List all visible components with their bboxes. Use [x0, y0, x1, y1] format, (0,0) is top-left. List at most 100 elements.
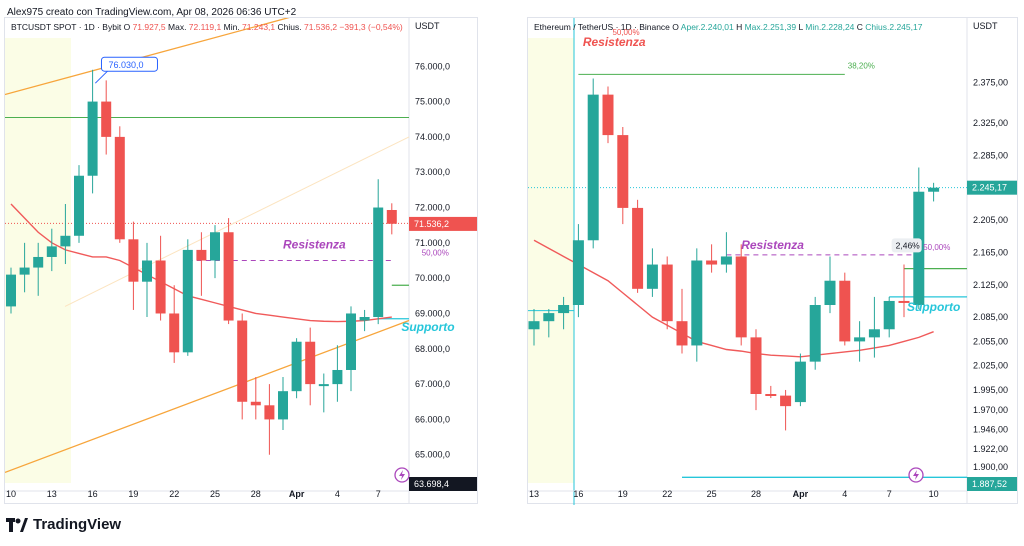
x-tick-label: 13	[529, 489, 539, 499]
candle-body	[632, 207, 644, 289]
x-tick-label: 22	[662, 489, 672, 499]
eth-chart-svg[interactable]: 1.900,00 1.922,00 1.946,00 1.970,00 1.995,00…	[528, 18, 1019, 505]
currency-label: USDT	[973, 21, 998, 31]
candle-body	[182, 249, 193, 353]
candle-body	[87, 101, 98, 176]
candle-body	[359, 317, 370, 321]
header-part: Min.2.228,24	[805, 22, 857, 32]
x-tick-label: 28	[751, 489, 761, 499]
candle-body	[223, 232, 234, 321]
last-price-box	[967, 180, 1017, 195]
header-part: Max.	[168, 22, 189, 32]
tradingview-logo[interactable]: TradingView	[6, 516, 121, 533]
candle-body	[291, 341, 302, 392]
candle-body	[250, 401, 261, 406]
candle-body	[543, 313, 555, 322]
candle-body	[169, 313, 180, 353]
y-tick-label: 2.085,00	[973, 312, 1008, 322]
chart-header: BTCUSDT SPOT · 1D · Bybit O 71.927,5 Max…	[11, 22, 403, 32]
y-tick-label: 68.000,0	[415, 344, 450, 354]
resistance-label: Resistenza	[283, 238, 346, 252]
candle-body	[854, 337, 866, 342]
candle-body	[114, 136, 125, 240]
candle-body	[386, 209, 397, 224]
bottom-price-label: 1.887,52	[972, 479, 1007, 489]
header-part: 72.119,1	[189, 22, 224, 32]
last-price-label: 2.245,17	[972, 183, 1007, 193]
candle-body	[898, 300, 910, 303]
candle-body	[19, 267, 30, 275]
candle-body	[572, 240, 584, 305]
candle-body	[824, 280, 836, 305]
candle-body	[155, 260, 166, 314]
candle-body	[780, 395, 792, 407]
header-part: O	[672, 22, 681, 32]
x-tick-label: 10	[929, 489, 939, 499]
x-tick-label: 4	[842, 489, 847, 499]
chart-credit: Alex975 creato con TradingView.com, Apr …	[7, 7, 297, 18]
fib-38-label: 38,20%	[848, 61, 875, 70]
y-tick-label: 2.205,00	[973, 215, 1008, 225]
candle-body	[278, 391, 288, 420]
btc-chart-panel[interactable]: 65.000,0 66.000,0 67.000,0 68.000,0 69.000,0…	[4, 17, 478, 504]
candle-body	[587, 94, 599, 241]
y-tick-label: 72.000,0	[415, 203, 450, 213]
candle-body	[305, 341, 316, 385]
fib-top-left-label: 50,00%	[612, 28, 639, 37]
last-price-box	[409, 216, 477, 231]
candle-body	[196, 249, 207, 261]
y-tick-label: 71.000,0	[415, 238, 450, 248]
chart-header: Ethereum / TetherUS · 1D · Binance O Ape…	[534, 22, 923, 32]
x-tick-label: 13	[47, 489, 57, 499]
candle-body	[646, 264, 658, 289]
candle-body	[661, 264, 673, 322]
percent-label: 2,46%	[896, 240, 921, 250]
x-tick-label: Apr	[289, 489, 305, 499]
candle-body	[558, 305, 570, 314]
candle-body	[720, 256, 732, 265]
candle-body	[691, 260, 703, 346]
y-tick-label: 73.000,0	[415, 167, 450, 177]
x-tick-label: 10	[6, 489, 16, 499]
x-tick-label: 16	[88, 489, 98, 499]
percent-badge	[891, 238, 922, 253]
candle-body	[318, 384, 329, 387]
last-price-label: 71.536,2	[414, 219, 449, 229]
candle-body	[60, 235, 71, 247]
candle-body	[765, 394, 777, 396]
y-tick-label: 66.000,0	[415, 414, 450, 424]
y-tick-label: 74.000,0	[415, 132, 450, 142]
candle-body	[128, 239, 139, 282]
y-tick-label: 1.946,00	[973, 425, 1008, 435]
bottom-price-box	[409, 477, 477, 491]
moving-average-line	[533, 239, 934, 358]
candle-body	[528, 321, 540, 330]
candle-body	[210, 232, 220, 261]
y-tick-label: 1.900,00	[973, 462, 1008, 472]
header-part: Max.2.251,39	[745, 22, 799, 32]
eth-chart-panel[interactable]: 1.900,00 1.922,00 1.946,00 1.970,00 1.995,00…	[527, 17, 1019, 505]
moving-average-line	[10, 203, 392, 323]
header-part: Aper.2.240,01	[681, 22, 736, 32]
fib-50-label: 50,00%	[422, 249, 449, 258]
top-resistance-label: Resistenza	[583, 35, 646, 49]
y-tick-label: 67.000,0	[415, 379, 450, 389]
btc-chart-svg[interactable]: 65.000,0 66.000,0 67.000,0 68.000,0 69.000,0…	[5, 18, 479, 505]
y-tick-label: 1.922,00	[973, 444, 1008, 454]
header-part: 71.536,2	[304, 22, 339, 32]
x-tick-label: 25	[210, 489, 220, 499]
header-part: O	[124, 22, 133, 32]
tradingview-brand: TradingView	[33, 516, 122, 533]
candle-body	[750, 337, 762, 394]
channel-upper-line	[5, 18, 290, 96]
header-part: H	[736, 22, 745, 32]
y-tick-label: 2.375,00	[973, 78, 1008, 88]
support-label: Supporto	[401, 320, 454, 334]
header-part: −391,3 (−0,54%)	[339, 22, 402, 32]
channel-mid-line	[64, 136, 410, 307]
candle-body	[237, 320, 248, 402]
x-tick-label: 4	[335, 489, 340, 499]
header-part: Ethereum / TetherUS · 1D · Binance	[534, 22, 672, 32]
callout-pointer	[94, 70, 108, 84]
header-part: 71.927,5	[133, 22, 168, 32]
